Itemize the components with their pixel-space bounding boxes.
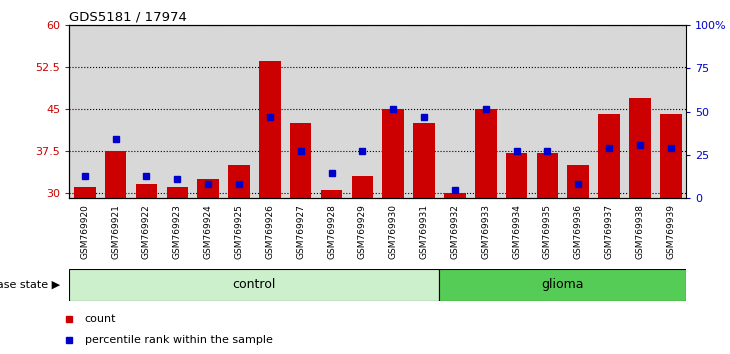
Bar bbox=[74, 187, 96, 198]
Bar bbox=[537, 154, 558, 198]
Bar bbox=[409, 25, 439, 198]
Bar bbox=[347, 25, 378, 198]
Bar bbox=[69, 269, 439, 301]
Bar bbox=[599, 114, 620, 198]
Bar bbox=[629, 97, 650, 198]
Bar bbox=[439, 269, 686, 301]
Bar bbox=[501, 25, 532, 198]
Bar bbox=[593, 25, 624, 198]
Text: GDS5181 / 17974: GDS5181 / 17974 bbox=[69, 11, 187, 24]
Bar bbox=[259, 61, 280, 198]
Bar bbox=[197, 179, 219, 198]
Bar bbox=[625, 25, 656, 198]
Bar bbox=[285, 25, 316, 198]
Bar bbox=[475, 109, 496, 198]
Text: percentile rank within the sample: percentile rank within the sample bbox=[85, 335, 272, 345]
Text: count: count bbox=[85, 314, 116, 324]
Text: control: control bbox=[233, 279, 276, 291]
Bar bbox=[166, 187, 188, 198]
Bar bbox=[383, 109, 404, 198]
Bar bbox=[254, 25, 285, 198]
Bar bbox=[656, 25, 686, 198]
Bar bbox=[105, 151, 126, 198]
Bar bbox=[223, 25, 255, 198]
Bar bbox=[439, 25, 470, 198]
Bar bbox=[444, 193, 466, 198]
Bar bbox=[660, 114, 682, 198]
Bar bbox=[228, 165, 250, 198]
Bar bbox=[567, 165, 589, 198]
Text: glioma: glioma bbox=[542, 279, 584, 291]
Bar bbox=[69, 25, 100, 198]
Bar bbox=[136, 184, 157, 198]
Bar bbox=[378, 25, 409, 198]
Bar bbox=[352, 176, 373, 198]
Bar bbox=[532, 25, 563, 198]
Bar bbox=[290, 123, 312, 198]
Bar bbox=[506, 154, 527, 198]
Bar bbox=[413, 123, 435, 198]
Bar bbox=[131, 25, 162, 198]
Bar bbox=[162, 25, 193, 198]
Bar bbox=[563, 25, 593, 198]
Text: disease state ▶: disease state ▶ bbox=[0, 280, 60, 290]
Bar bbox=[470, 25, 501, 198]
Bar bbox=[320, 190, 342, 198]
Bar bbox=[316, 25, 347, 198]
Bar bbox=[193, 25, 223, 198]
Bar bbox=[100, 25, 131, 198]
